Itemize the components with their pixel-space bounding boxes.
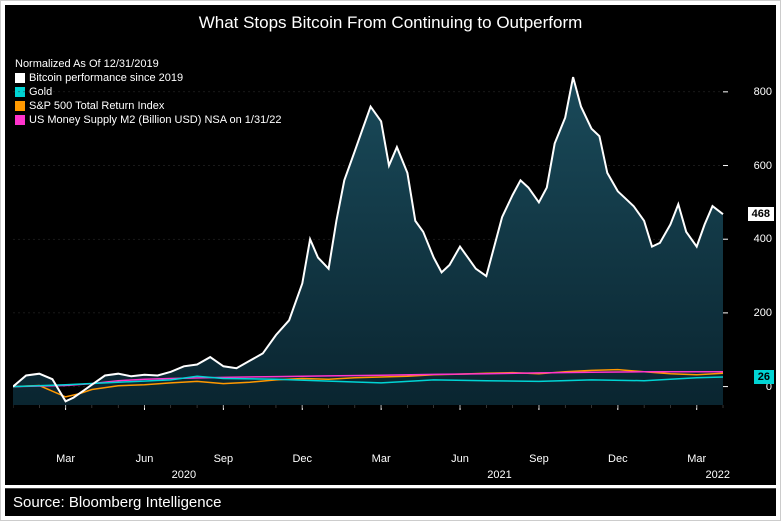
y-tick-label: 800	[754, 86, 772, 98]
x-tick-label: Sep	[214, 453, 234, 465]
x-tick-label: Dec	[292, 453, 312, 465]
plot-area	[13, 45, 733, 445]
x-tick-label: Jun	[451, 453, 469, 465]
chart-container: What Stops Bitcoin From Continuing to Ou…	[0, 0, 781, 521]
x-tick-label: Mar	[372, 453, 391, 465]
y-tick-label: 200	[754, 307, 772, 319]
chart-area: What Stops Bitcoin From Continuing to Ou…	[5, 5, 776, 485]
value-badge: 26	[754, 370, 774, 384]
x-year-label: 2022	[705, 469, 729, 481]
x-tick-label: Mar	[56, 453, 75, 465]
x-tick-label: Mar	[687, 453, 706, 465]
y-tick-label: 600	[754, 160, 772, 172]
value-badge: 468	[748, 207, 774, 221]
x-tick-label: Sep	[529, 453, 549, 465]
chart-title: What Stops Bitcoin From Continuing to Ou…	[5, 13, 776, 33]
x-year-label: 2020	[172, 469, 196, 481]
x-tick-label: Jun	[136, 453, 154, 465]
chart-svg	[13, 45, 733, 445]
source-text: Source: Bloomberg Intelligence	[13, 494, 221, 511]
source-bar: Source: Bloomberg Intelligence	[5, 488, 776, 516]
y-tick-label: 400	[754, 233, 772, 245]
x-tick-label: Dec	[608, 453, 628, 465]
x-year-label: 2021	[487, 469, 511, 481]
